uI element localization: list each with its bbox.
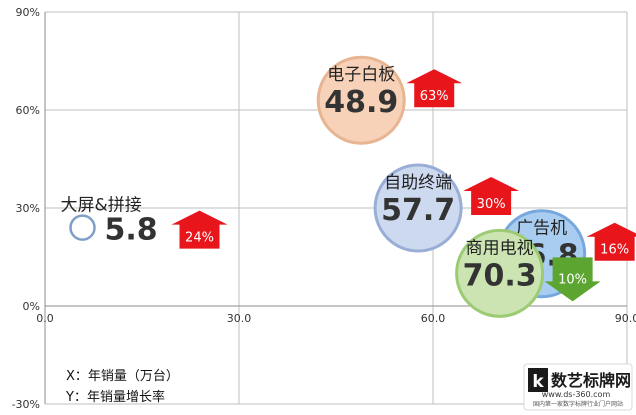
y-tick-label: -30% [12, 398, 40, 411]
bubble-name: 自助终端 [384, 173, 452, 193]
bubble-points: 5.8大屏&拼接24%48.9电子白板63%57.7自助终端30%76.8广告机… [61, 55, 636, 318]
growth-label: 24% [185, 231, 214, 246]
growth-label: 63% [420, 89, 449, 104]
watermark-logo-letter: k [532, 372, 544, 392]
growth-label: 30% [477, 197, 506, 212]
growth-up-arrow-icon [171, 210, 228, 249]
watermark-logo-icon [528, 368, 548, 392]
bubble-name: 大屏&拼接 [61, 196, 142, 216]
growth-up-arrow-icon [586, 222, 636, 261]
bubble-name: 广告机 [516, 219, 567, 239]
bubble [316, 55, 406, 145]
growth-up-arrow-icon [463, 177, 520, 215]
x-tick-label: 90.0 [615, 312, 636, 325]
bubble [373, 163, 463, 253]
growth-up-arrow-icon [406, 69, 463, 108]
axis-notes: X：年销量（万台） Y：年销量增长率 [65, 369, 179, 405]
bubble-value: 48.9 [324, 85, 398, 120]
watermark: k 数艺标牌网 www.ds-360.com 国内第一家数字标牌行业门户网站 [523, 363, 633, 411]
bubble [455, 228, 545, 318]
bubble-value: 5.8 [105, 213, 158, 248]
y-tick-label: 60% [16, 104, 40, 117]
bubble [69, 214, 96, 241]
x-axis-note: X：年销量（万台） [66, 369, 179, 384]
growth-label: 10% [558, 272, 587, 287]
watermark-box [523, 363, 633, 411]
data-point: 5.8大屏&拼接 24% [61, 196, 228, 249]
bubble-name: 电子白板 [327, 65, 395, 85]
watermark-tagline: 国内第一家数字标牌行业门户网站 [533, 400, 623, 408]
axis-ticks: -30% 0% 30% 60% 90% 0.0 30.0 60.0 90.0 [12, 6, 636, 411]
bubble-value: 70.3 [463, 258, 537, 293]
growth-down-arrow-icon [544, 257, 601, 302]
y-tick-label: 30% [16, 202, 40, 215]
x-tick-label: 0.0 [36, 312, 54, 325]
watermark-brand: 数艺标牌网 [551, 371, 631, 390]
x-tick-label: 30.0 [227, 312, 252, 325]
bubble-value: 57.7 [381, 193, 455, 228]
watermark-domain: www.ds-360.com [542, 390, 611, 399]
bubble-name: 商用电视 [466, 238, 534, 258]
y-tick-label: 0% [23, 300, 40, 313]
y-tick-label: 90% [16, 6, 40, 19]
growth-label: 16% [600, 243, 629, 258]
y-axis-note: Y：年销量增长率 [65, 389, 165, 405]
x-tick-label: 60.0 [421, 312, 446, 325]
